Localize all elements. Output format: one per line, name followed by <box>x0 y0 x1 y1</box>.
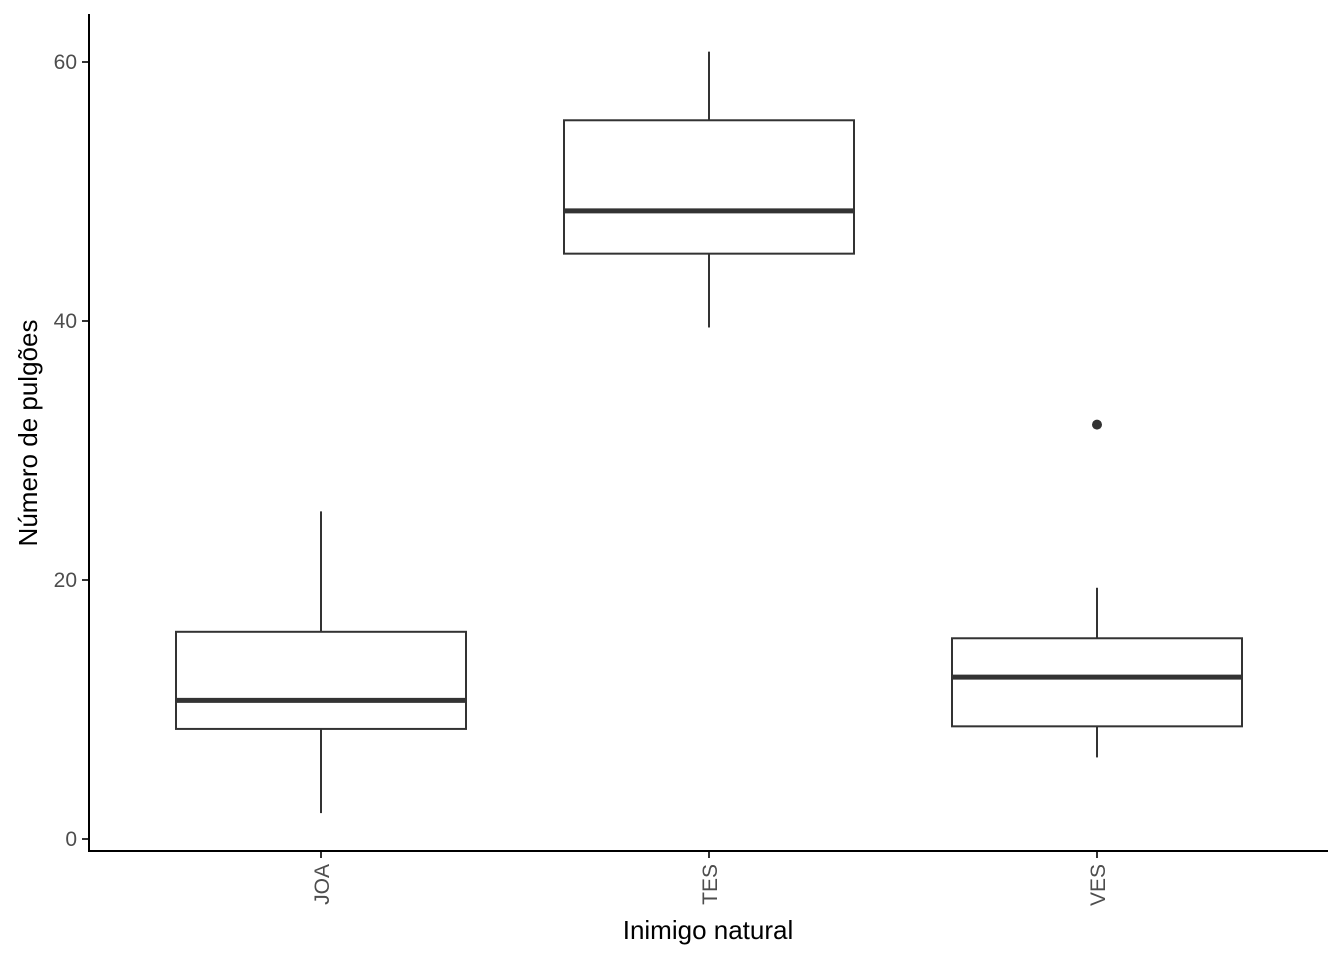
iqr-box <box>175 630 467 730</box>
y-tick-label: 60 <box>54 51 77 74</box>
y-axis-title: Número de pulgões <box>13 320 43 547</box>
y-tick-label: 0 <box>65 828 77 851</box>
box-ves <box>951 419 1243 758</box>
x-axis-ticks: JOA TES VES <box>311 851 1110 906</box>
box-tes <box>563 51 855 328</box>
boxplot-boxes <box>175 51 1243 814</box>
iqr-box <box>563 119 855 255</box>
box-joa <box>175 511 467 814</box>
x-tick-label: JOA <box>311 864 334 905</box>
y-tick-label: 40 <box>54 310 77 333</box>
x-tick-label: VES <box>1087 864 1110 906</box>
y-axis-ticks: 0 20 40 60 <box>54 51 89 851</box>
outlier-point <box>1092 419 1102 430</box>
x-axis-title: Inimigo natural <box>623 915 794 945</box>
iqr-box <box>951 637 1243 728</box>
y-tick-label: 20 <box>54 569 77 592</box>
x-tick-label: TES <box>699 864 722 905</box>
